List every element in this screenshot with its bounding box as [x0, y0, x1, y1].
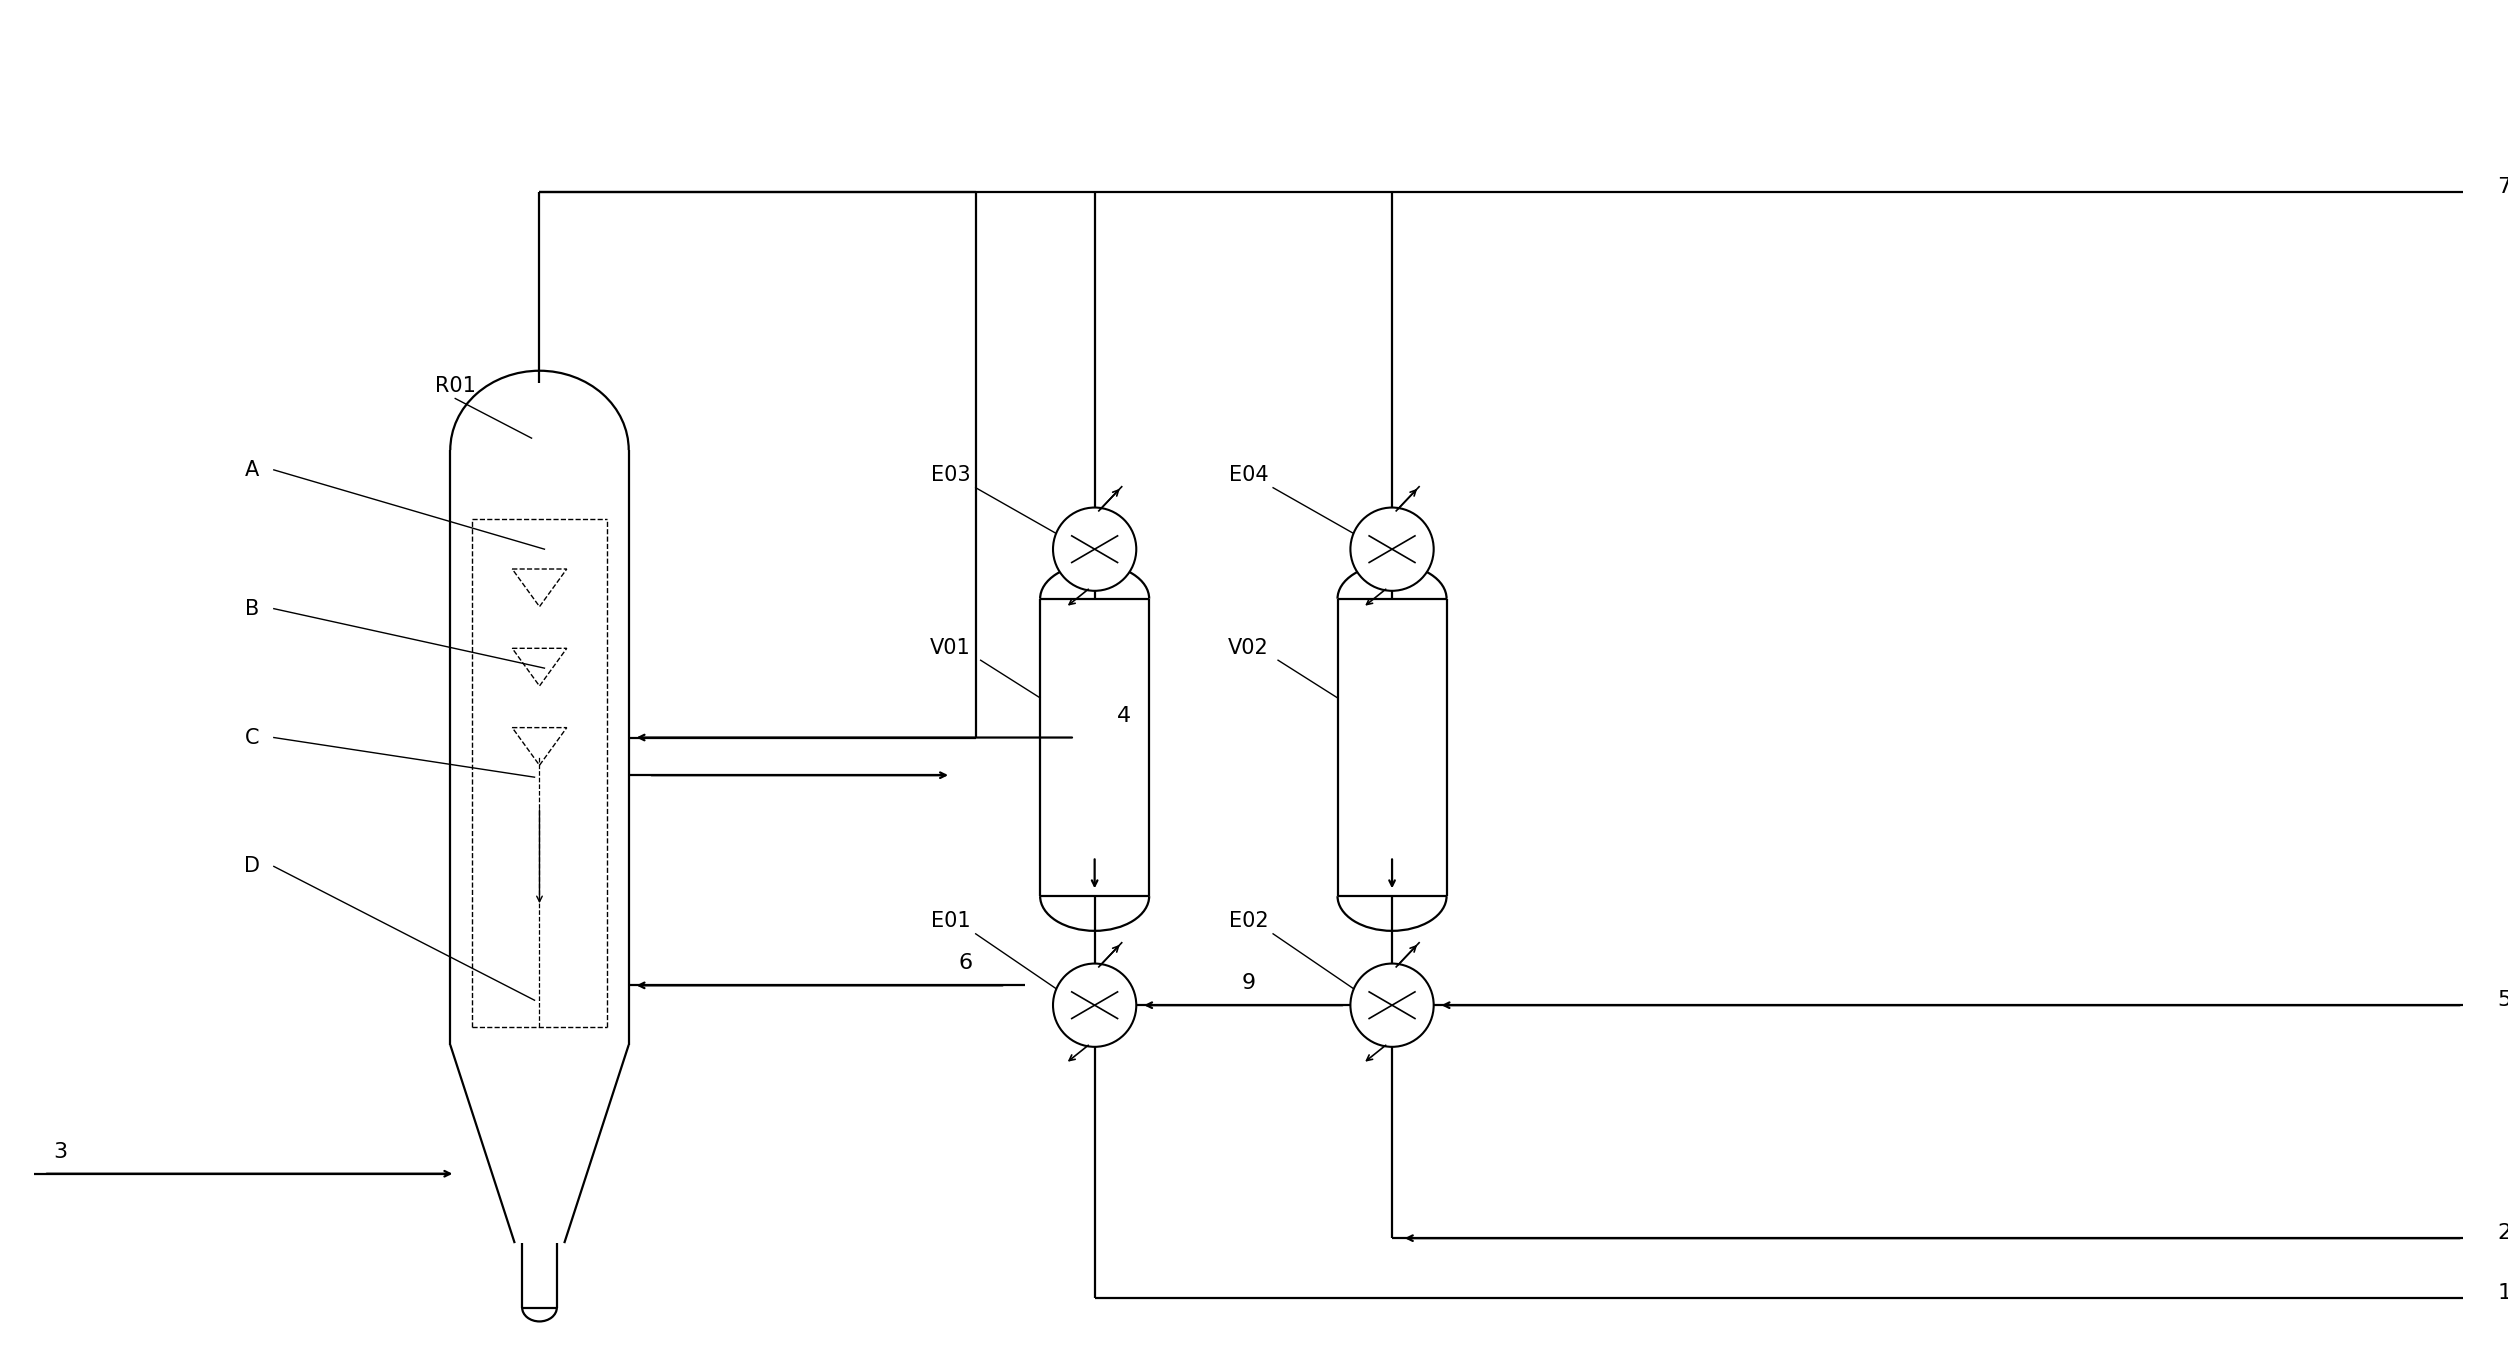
- Circle shape: [1053, 963, 1136, 1047]
- Text: 9: 9: [1241, 973, 1257, 993]
- Text: V02: V02: [1226, 639, 1269, 658]
- Text: 3: 3: [53, 1142, 68, 1161]
- Text: E01: E01: [930, 911, 971, 930]
- Text: 5: 5: [2498, 990, 2508, 1010]
- Text: A: A: [246, 460, 258, 480]
- Text: D: D: [243, 856, 261, 877]
- Text: C: C: [246, 728, 258, 747]
- Text: 7: 7: [2498, 178, 2508, 197]
- Circle shape: [1349, 508, 1435, 591]
- Text: 1: 1: [2498, 1283, 2508, 1302]
- Text: E02: E02: [1229, 911, 1269, 930]
- Text: B: B: [246, 599, 258, 618]
- Text: 4: 4: [1119, 706, 1131, 725]
- Text: R01: R01: [434, 376, 477, 395]
- Text: E03: E03: [930, 465, 971, 484]
- Text: V01: V01: [930, 639, 971, 658]
- Text: 6: 6: [958, 953, 973, 974]
- Circle shape: [1349, 963, 1435, 1047]
- Text: 2: 2: [2498, 1223, 2508, 1244]
- Text: E04: E04: [1229, 465, 1269, 484]
- Circle shape: [1053, 508, 1136, 591]
